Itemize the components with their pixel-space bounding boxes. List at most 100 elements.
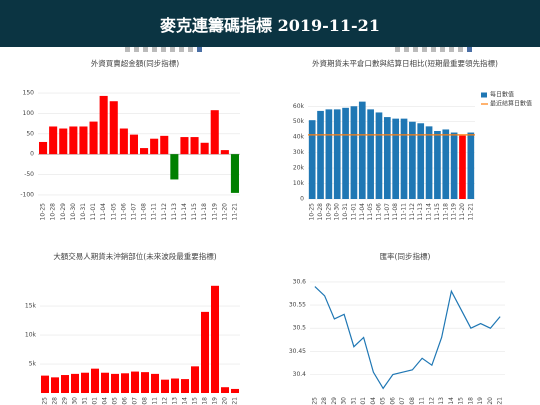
x-tick-label: 10-31 [82,397,89,405]
x-tick-label: 10-29 [60,203,67,221]
modebar-icon [449,47,454,52]
x-tick-label: 11-20 [221,203,228,221]
bar [450,132,458,199]
modebar-icon [395,47,400,52]
y-tick-label: 40k [293,134,305,141]
bar [375,112,383,199]
x-tick-label: 10-31 [80,203,87,221]
bar [150,138,159,155]
x-tick-label: 10-29 [325,203,332,221]
bar [141,372,149,393]
bar [190,137,199,155]
x-tick-label: 10-30 [341,397,348,405]
x-tick-label: 11-20 [487,397,494,405]
y-tick-label: 0 [300,196,304,203]
bar [119,128,128,155]
x-tick-label: 11-19 [211,203,218,221]
modebar-icon [440,47,445,52]
x-tick-label: 11-07 [399,397,406,405]
bar [358,101,366,199]
x-tick-label: 11-12 [162,397,169,405]
x-tick-label: 11-18 [202,397,209,405]
y-tick-label: 50k [293,118,305,125]
x-tick-label: 11-19 [451,203,458,221]
x-tick-label: 10-25 [311,397,318,405]
bar [191,366,199,393]
y-tick-label: 50 [26,130,34,137]
bar [89,121,98,155]
chart-title: 外資買賣超金額(同步指標) [91,58,179,68]
x-tick-label: 11-01 [360,397,367,405]
bar [409,121,416,199]
x-tick-label: 11-13 [172,397,179,405]
header-title: 麥克連籌碼指標 2019-11-21 [0,0,540,47]
x-tick-label: 10-25 [42,397,49,405]
x-tick-label: 11-21 [232,397,239,405]
bar [79,126,88,155]
x-tick-label: 11-18 [442,203,449,221]
x-tick-label: 11-15 [434,203,441,221]
bar [434,131,441,199]
legend-label: 最近結算日數值 [490,100,532,108]
x-tick-label: 10-28 [321,397,328,405]
x-tick-label: 11-07 [132,397,139,405]
legend-swatch [481,92,487,98]
x-tick-label: 11-06 [389,397,396,405]
bar [181,379,189,393]
x-tick-label: 10-30 [334,203,341,221]
line-series [314,286,501,390]
bar [61,375,69,393]
x-tick-label: 10-28 [317,203,324,221]
x-tick-label: 11-11 [419,397,426,405]
y-tick-label: 100 [23,110,35,117]
x-tick-label: 11-01 [92,397,99,405]
y-tick-label: 0 [30,151,34,158]
bar [221,387,229,393]
bar [59,128,68,155]
y-tick-label: 10k [293,180,305,187]
x-tick-label: 11-21 [231,203,238,221]
x-tick-label: 11-05 [112,397,119,405]
bar [442,129,450,199]
bar [467,132,475,199]
bar [231,388,239,393]
x-tick-label: 11-14 [426,203,433,221]
x-tick-label: 11-15 [191,203,198,221]
y-tick-label: 30k [293,149,305,156]
x-tick-label: 10-28 [50,203,57,221]
x-tick-label: 11-12 [428,397,435,405]
x-tick-label: 10-25 [309,203,316,221]
bar [81,372,89,393]
chart-title: 大額交易人期貨未沖銷部位(未來波段最重要指標) [53,251,216,261]
x-tick-label: 10-31 [342,203,349,221]
bar [400,118,408,199]
x-tick-label: 10-25 [40,203,47,221]
bar [383,117,391,199]
modebar-icon [422,47,427,52]
x-tick-label: 11-13 [438,397,445,405]
bar [51,377,59,393]
bar [131,371,139,393]
x-tick-label: 10-30 [72,397,79,405]
modebar-icon [125,47,130,52]
y-tick-label: 30.55 [289,302,306,309]
bar [325,109,333,199]
x-tick-label: 11-18 [467,397,474,405]
bar [342,107,349,199]
x-tick-label: 11-05 [367,203,374,221]
x-tick-label: 11-08 [141,203,148,221]
x-tick-label: 11-06 [375,203,382,221]
modebar-icon [170,47,175,52]
chart-title: 匯率(同步指標) [380,251,431,261]
x-tick-label: 11-14 [448,397,455,405]
x-tick-label: 11-14 [181,203,188,221]
bar [91,368,99,393]
x-tick-label: 11-12 [409,203,416,221]
x-tick-label: 10-29 [331,397,338,405]
y-tick-label: 30.45 [289,348,306,355]
bar [99,95,108,155]
chart-title: 外資期貨未平倉口數與結算日相比(短期最重要領先指標) [312,58,498,68]
x-tick-label: 11-08 [392,203,399,221]
x-tick-label: 11-15 [192,397,199,405]
x-tick-label: 11-20 [222,397,229,405]
